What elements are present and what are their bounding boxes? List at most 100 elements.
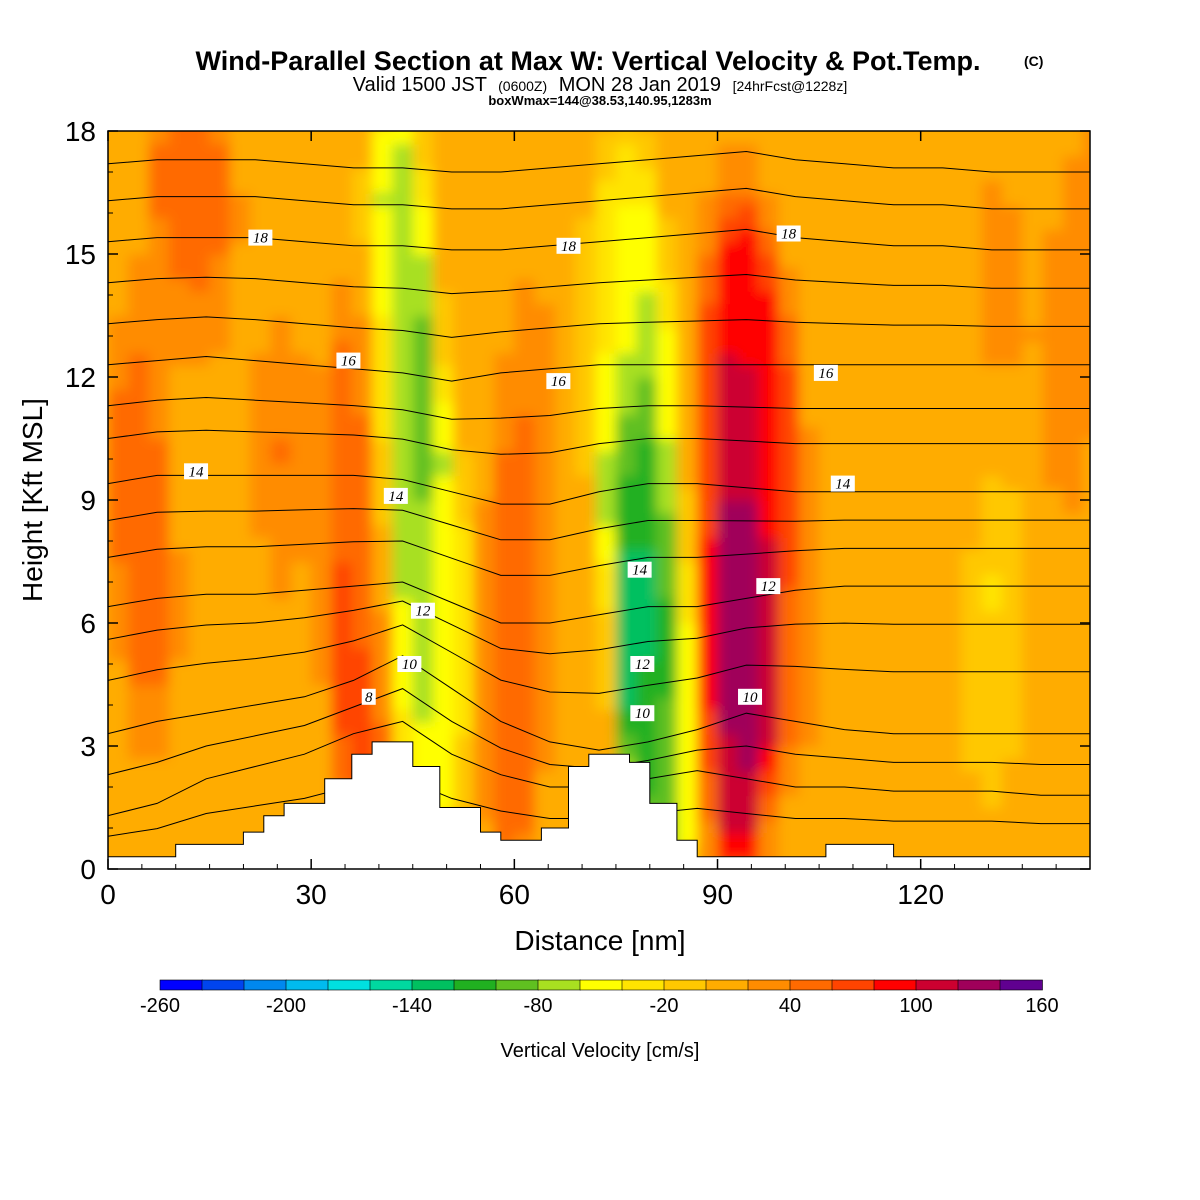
field-cell [819, 807, 841, 821]
field-cell [1022, 487, 1044, 501]
field-cell [473, 167, 496, 182]
field-cell [778, 266, 800, 280]
field-cell [656, 721, 678, 735]
field-cell [311, 180, 333, 194]
field-cell [331, 131, 353, 132]
field-cell [778, 819, 800, 834]
field-cell [615, 229, 638, 243]
field-cell [1022, 795, 1044, 809]
field-cell [798, 807, 821, 821]
field-cell [941, 377, 963, 391]
colorbar-swatch [327, 979, 371, 991]
field-cell [1001, 709, 1024, 723]
field-cell [717, 217, 739, 231]
field-cell [433, 266, 455, 280]
field-cell [920, 623, 943, 637]
theta-label: 10 [630, 705, 655, 722]
field-cell [941, 143, 963, 157]
field-cell [270, 733, 292, 747]
field-cell [880, 561, 902, 575]
field-cell [717, 549, 739, 563]
field-cell [229, 487, 252, 501]
field-cell [534, 500, 556, 514]
field-cell [656, 204, 678, 219]
field-cell [717, 586, 739, 600]
field-cell [433, 413, 455, 428]
field-cell [839, 832, 861, 846]
field-cell [636, 733, 658, 747]
field-cell [941, 167, 963, 182]
field-cell [1104, 377, 1125, 390]
field-cell [250, 204, 272, 219]
field-cell [636, 438, 658, 452]
field-cell [941, 266, 963, 280]
field-cell [758, 192, 780, 206]
field-cell [1022, 635, 1044, 649]
field-cell [128, 364, 150, 378]
field-cell [128, 647, 150, 661]
field-cell [168, 536, 191, 551]
title-group: Wind-Parallel Section at Max W: Vertical… [196, 46, 1044, 108]
field-cell [189, 290, 211, 305]
field-cell [595, 413, 617, 428]
field-cell [433, 426, 455, 440]
field-cell [717, 721, 739, 735]
field-cell [1062, 475, 1085, 489]
field-cell [737, 180, 760, 194]
field-cell [148, 180, 170, 194]
field-cell [554, 131, 577, 145]
field-cell [514, 524, 536, 538]
field-cell [331, 561, 353, 575]
field-cell [920, 549, 943, 563]
field-cell [697, 155, 719, 169]
field-cell [717, 782, 739, 797]
field-cell [189, 561, 211, 575]
field-cell [636, 475, 658, 489]
field-cell [1062, 241, 1085, 255]
field-cell [900, 524, 922, 538]
field-cell [1042, 266, 1064, 280]
field-cell [1104, 746, 1125, 759]
field-cell [880, 647, 902, 661]
field-cell [758, 819, 780, 834]
field-cell [148, 389, 170, 403]
field-cell [229, 192, 252, 206]
field-cell [880, 131, 902, 132]
field-cell [920, 413, 943, 428]
field-cell [413, 869, 434, 882]
field-cell [209, 143, 231, 157]
field-cell [311, 659, 333, 674]
field-cell [717, 155, 739, 169]
field-cell [108, 610, 130, 624]
field-cell [412, 143, 435, 157]
field-cell [859, 709, 882, 723]
field-cell [717, 733, 739, 747]
field-cell [1001, 647, 1024, 661]
field-cell [656, 586, 678, 600]
field-cell [636, 487, 658, 501]
field-cell [799, 869, 820, 882]
field-cell [1001, 241, 1024, 255]
field-cell [920, 586, 943, 600]
field-cell [900, 536, 922, 551]
field-cell [189, 524, 211, 538]
field-cell [1062, 832, 1085, 846]
field-cell [1083, 561, 1090, 575]
field-cell [290, 524, 313, 538]
field-cell [656, 536, 678, 551]
field-cell [1104, 475, 1125, 488]
field-cell [880, 217, 902, 231]
field-cell [189, 635, 211, 649]
field-cell [819, 795, 841, 809]
field-cell [392, 869, 413, 882]
field-cell [189, 131, 211, 132]
field-cell [636, 512, 658, 526]
field-cell [1042, 782, 1064, 797]
field-cell [778, 340, 800, 354]
field-cell [453, 869, 474, 882]
field-cell [494, 795, 516, 809]
field-cell [920, 696, 943, 711]
field-cell [819, 733, 841, 747]
field-cell [717, 364, 739, 378]
field-cell [534, 623, 556, 637]
